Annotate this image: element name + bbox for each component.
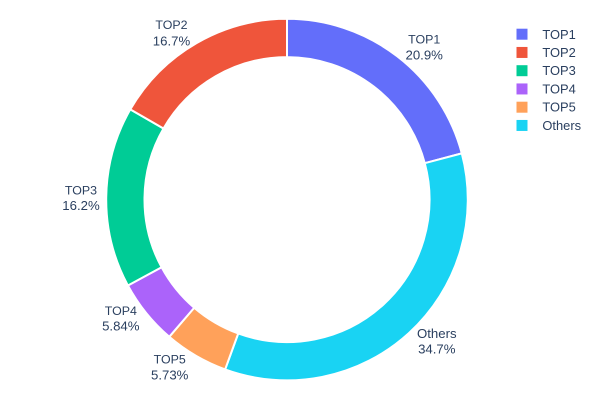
svg-text:16.7%: 16.7% <box>153 34 191 49</box>
svg-text:TOP5: TOP5 <box>542 100 575 115</box>
svg-text:TOP3: TOP3 <box>65 184 97 198</box>
svg-text:Others: Others <box>542 118 581 133</box>
svg-text:20.9%: 20.9% <box>405 48 443 63</box>
svg-text:TOP5: TOP5 <box>154 353 186 367</box>
svg-text:Others: Others <box>417 326 457 341</box>
svg-text:5.73%: 5.73% <box>151 367 189 382</box>
svg-text:TOP3: TOP3 <box>542 63 575 78</box>
svg-text:TOP4: TOP4 <box>542 82 575 97</box>
svg-text:TOP4: TOP4 <box>105 304 137 318</box>
svg-text:TOP2: TOP2 <box>155 18 187 32</box>
svg-text:34.7%: 34.7% <box>418 342 456 357</box>
svg-text:TOP1: TOP1 <box>408 33 440 47</box>
svg-text:5.84%: 5.84% <box>102 318 140 333</box>
svg-text:16.2%: 16.2% <box>62 198 100 213</box>
svg-text:TOP1: TOP1 <box>542 27 575 42</box>
svg-text:TOP2: TOP2 <box>542 45 575 60</box>
